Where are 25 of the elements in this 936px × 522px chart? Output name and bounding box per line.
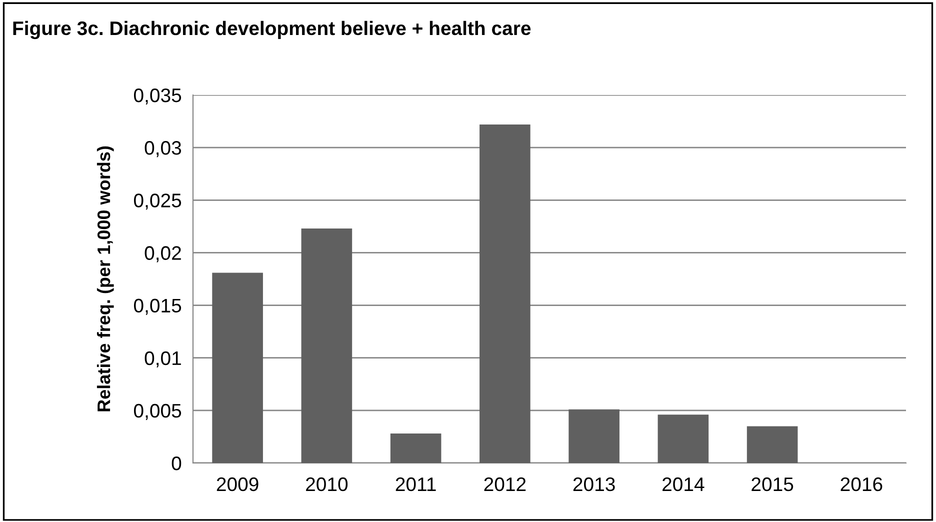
bar bbox=[301, 228, 352, 463]
x-tick-label: 2010 bbox=[306, 477, 348, 492]
bar bbox=[480, 124, 530, 463]
bar bbox=[390, 434, 442, 463]
x-tick-label: 2013 bbox=[573, 477, 615, 492]
y-tick-label: 0,01 bbox=[144, 351, 181, 368]
x-tick-label: 2011 bbox=[396, 477, 436, 492]
bar bbox=[746, 426, 798, 463]
bar bbox=[212, 272, 263, 463]
x-tick-label: 2015 bbox=[752, 477, 794, 492]
y-tick-label: 0,025 bbox=[134, 194, 182, 210]
chart-title: Figure 3c. Diachronic development believe + health care bbox=[13, 20, 531, 40]
y-axis-title: Relative freq. (per 1,000 words) bbox=[96, 146, 114, 412]
y-tick-label: 0,02 bbox=[144, 246, 181, 262]
y-tick-label: 0,015 bbox=[134, 298, 182, 315]
y-tick-label: 0 bbox=[172, 456, 182, 470]
y-tick-label: 0,035 bbox=[134, 88, 182, 105]
bar bbox=[568, 409, 620, 463]
x-tick-label: 2009 bbox=[216, 477, 258, 492]
bar bbox=[658, 414, 709, 463]
x-tick-label: 2014 bbox=[662, 477, 704, 492]
x-tick-label: 2012 bbox=[484, 477, 526, 492]
y-tick-label: 0,03 bbox=[144, 141, 182, 158]
y-tick-label: 0,005 bbox=[134, 404, 182, 420]
x-tick-label: 2016 bbox=[840, 477, 882, 492]
